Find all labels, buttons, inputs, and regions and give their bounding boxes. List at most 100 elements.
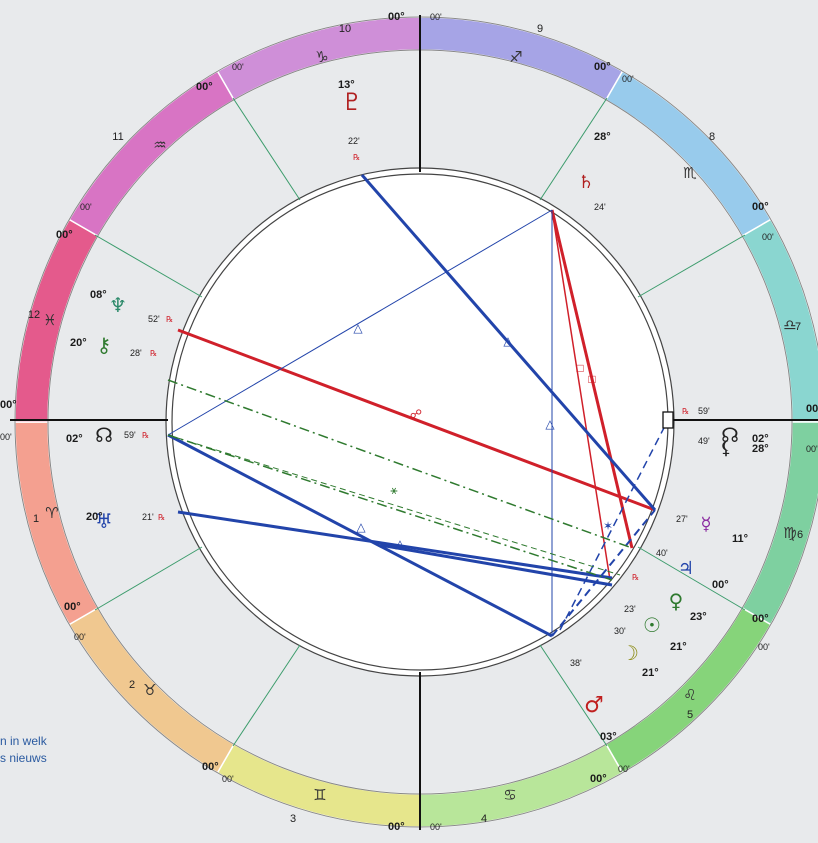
pluto-degree: 13° xyxy=(338,79,355,91)
leo-sign-icon: ♌ xyxy=(683,686,696,704)
uranus-degree: 20° xyxy=(86,511,103,523)
house-number: 4 xyxy=(481,813,487,825)
cusp-degree: 00° xyxy=(64,601,81,613)
house-number: 3 xyxy=(290,813,296,825)
cusp-minute: 00' xyxy=(430,12,442,22)
cusp-minute: 00' xyxy=(222,774,234,784)
house-number: 9 xyxy=(537,23,543,35)
aspect-dashed-blue-2 xyxy=(559,419,669,631)
moon-degree: 21° xyxy=(642,667,659,679)
aspect-trine-1 xyxy=(360,174,657,511)
node_desc-icon: ☊ xyxy=(721,423,739,447)
saturn-degree: 28° xyxy=(594,131,611,143)
svg-text:✶: ✶ xyxy=(603,519,613,533)
cusp-minute: 00' xyxy=(0,432,12,442)
aspect-trine-3 xyxy=(177,510,613,580)
aspect-minor-2 xyxy=(167,434,613,581)
node_asc-retrograde-icon: ℞ xyxy=(142,431,149,440)
aspect-square-1 xyxy=(550,209,634,549)
moon-icon: ☽ xyxy=(621,641,639,665)
chiron-retrograde-icon: ℞ xyxy=(150,349,157,358)
side-note-line-2: s nieuws xyxy=(0,751,47,765)
aspect-minor-3 xyxy=(167,434,621,576)
cusp-degree: 00° xyxy=(806,403,818,415)
chiron-icon: ⚷ xyxy=(97,333,112,357)
pisces-sign-icon: ♓ xyxy=(43,311,56,329)
cusp-degree: 00° xyxy=(752,201,769,213)
gemini-sign-icon: ♊ xyxy=(313,786,326,804)
chiron-minute: 28' xyxy=(130,348,142,358)
house-number: 6 xyxy=(797,529,803,541)
cusp-degree: 00° xyxy=(196,81,213,93)
cancer-sign-icon: ♋ xyxy=(503,786,516,804)
svg-text:☍: ☍ xyxy=(410,407,422,421)
aspect-opposition xyxy=(177,328,656,512)
aspect-trine-4 xyxy=(379,543,613,587)
aspect-glyphs: △ △ △ △ △ ☍ □ □ ⚹ ✶ xyxy=(353,321,674,551)
neptune-retrograde-icon: ℞ xyxy=(166,315,173,324)
cusp-minute: 00' xyxy=(618,764,630,774)
svg-text:△: △ xyxy=(545,417,555,431)
node_desc-degree: 02° xyxy=(752,433,769,445)
cusp-degree: 00° xyxy=(0,399,17,411)
cusp-degree: 00° xyxy=(56,229,73,241)
svg-text:□: □ xyxy=(576,361,583,375)
libra-sign-icon: ♎ xyxy=(783,316,796,334)
svg-text:△: △ xyxy=(356,520,366,534)
house-number: 5 xyxy=(687,709,693,721)
sagittarius-sign-icon: ♐ xyxy=(509,48,522,66)
house-number: 12 xyxy=(28,309,40,321)
mercury-icon: ☿ xyxy=(700,514,711,535)
sun-icon: ☉ xyxy=(643,613,661,637)
house-number: 8 xyxy=(709,131,715,143)
chiron-degree: 20° xyxy=(70,337,87,349)
cusp-minute: 00' xyxy=(80,202,92,212)
neptune-minute: 52' xyxy=(148,314,160,324)
saturn-icon: ♄ xyxy=(578,172,594,193)
house-number: 1 xyxy=(33,513,39,525)
aries-sign-icon: ♈ xyxy=(45,504,58,522)
node_asc-degree: 02° xyxy=(66,433,83,445)
cusp-degree: 00° xyxy=(388,821,405,833)
mercury-degree: 11° xyxy=(732,533,748,545)
venus-degree: 23° xyxy=(690,611,707,623)
uranus-minute: 21' xyxy=(142,512,154,522)
pluto-minute: 22' xyxy=(348,136,360,146)
cusp-degree: 00° xyxy=(594,61,611,73)
angle-axes xyxy=(10,15,818,830)
virgo-sign-icon: ♍ xyxy=(783,524,796,542)
house-cusps xyxy=(94,97,746,747)
zodiac-segment xyxy=(68,70,236,238)
aspect-minor-1 xyxy=(167,379,633,549)
venus-icon: ♀ xyxy=(669,589,684,613)
neptune-icon: ♆ xyxy=(109,293,127,317)
node_asc-icon: ☊ xyxy=(95,423,113,447)
mars-degree: 03° xyxy=(600,731,617,743)
aspect-lines xyxy=(167,174,669,638)
jupiter-minute: 40' xyxy=(656,548,668,558)
cusp-minute: 00' xyxy=(622,74,634,84)
side-note: n in welk s nieuws xyxy=(0,733,47,767)
node_desc-minute: 59' xyxy=(698,406,710,416)
house-number: 10 xyxy=(339,23,351,35)
cusp-minute: 00' xyxy=(232,62,244,72)
pluto-icon: ♇ xyxy=(341,88,363,116)
house-number: 11 xyxy=(112,131,123,143)
cusp-degree: 00° xyxy=(590,773,607,785)
node_asc-minute: 59' xyxy=(124,430,136,440)
svg-text:△: △ xyxy=(395,537,405,551)
aspect-trine-2 xyxy=(167,433,553,638)
saturn-minute: 24' xyxy=(594,202,606,212)
aspect-thin-1 xyxy=(167,209,553,436)
aspect-square-2 xyxy=(551,209,611,581)
zodiac-ring xyxy=(14,16,818,828)
lilith-minute: 49' xyxy=(698,436,710,446)
pluto-retrograde-icon: ℞ xyxy=(353,153,360,162)
node_desc-retrograde-icon: ℞ xyxy=(682,407,689,416)
cusp-degree: 00° xyxy=(202,761,219,773)
aquarius-sign-icon: ♒ xyxy=(153,136,166,154)
svg-text:△: △ xyxy=(503,334,513,348)
cusp-degree: 00° xyxy=(752,613,769,625)
